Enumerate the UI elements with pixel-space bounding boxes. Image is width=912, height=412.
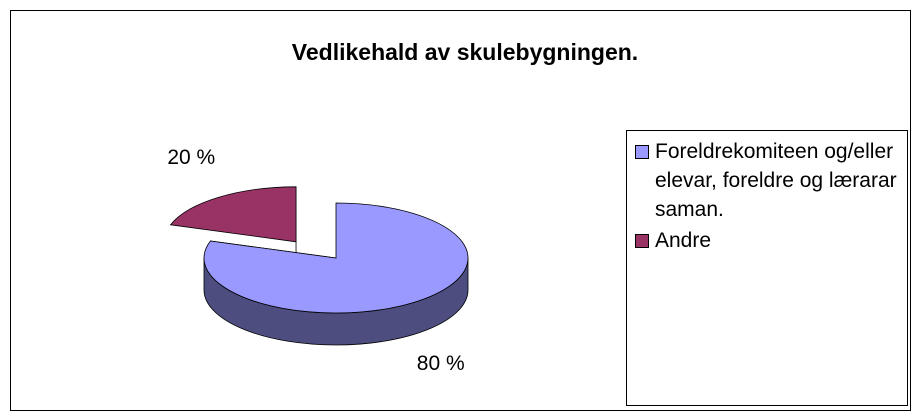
data-label: 20 %: [167, 146, 215, 169]
legend: Foreldrekomiteen og/eller elevar, foreld…: [626, 130, 908, 406]
legend-label: Andre: [655, 229, 712, 252]
legend-swatch: [635, 145, 649, 159]
legend-label: Foreldrekomiteen og/eller elevar, foreld…: [655, 140, 897, 221]
data-label: 80 %: [417, 352, 465, 375]
legend-item: Andre: [635, 226, 903, 255]
chart-title: Vedlikehald av skulebygningen.: [292, 39, 638, 65]
legend-item: Foreldrekomiteen og/eller elevar, foreld…: [635, 137, 903, 224]
chart-border: [10, 10, 911, 411]
pie-slice: [169, 186, 297, 243]
pie-slice: [203, 202, 469, 314]
legend-swatch: [635, 234, 649, 248]
